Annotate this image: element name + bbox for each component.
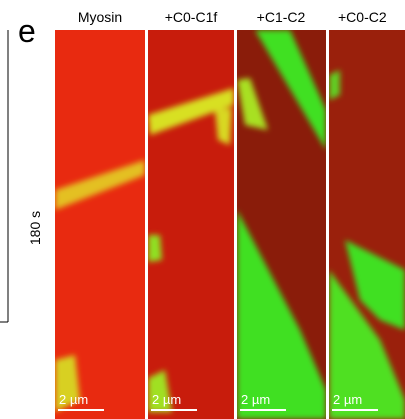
panel-label: e [18,13,36,49]
column-label: Myosin [78,9,122,25]
scale-bar-label: 2 µm [241,392,270,407]
kymograph [237,30,326,419]
column-label: +C1-C2 [257,9,306,25]
kymograph [148,30,234,419]
column-label: +C0-C2 [338,9,387,25]
scale-bar-label: 2 µm [333,392,362,407]
time-label: 180 s [27,211,43,245]
scale-bar-label: 2 µm [59,392,88,407]
column-label: +C0-C1f [165,9,218,25]
kymograph [55,30,145,419]
scale-bar-label: 2 µm [152,392,181,407]
kymograph [329,30,405,419]
